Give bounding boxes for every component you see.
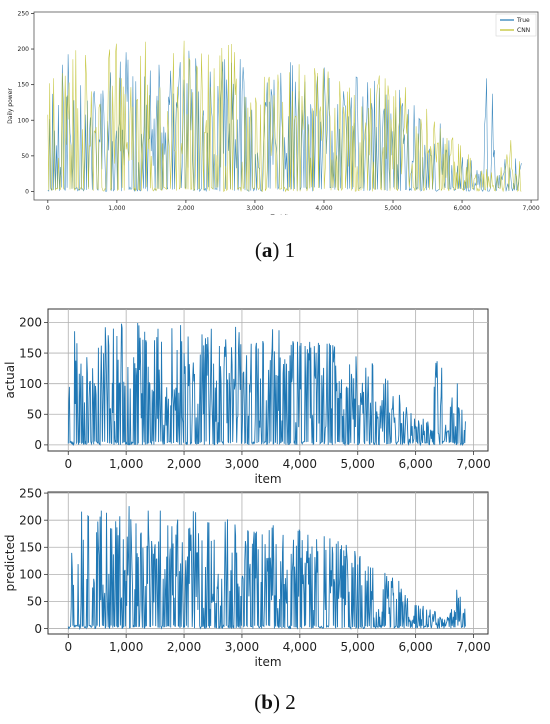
x-tick-label: 5,000	[384, 205, 401, 212]
y-tick-label: 100	[19, 568, 42, 582]
y-axis-label: predicted	[3, 535, 17, 592]
x-tick-label: 5,000	[341, 457, 375, 471]
x-tick-label: 6,000	[453, 205, 470, 212]
series-line-0	[67, 506, 466, 631]
chart-b-predicted: 0 1,000 2,000 3,000 4,000 5,000 6,000 7,000 0 50 1…	[3, 486, 491, 669]
x-tick-label: 0	[64, 457, 72, 471]
y-axis-label: Daily power	[7, 88, 14, 124]
x-axis-label: Test items	[270, 214, 301, 215]
x-tick-label: 6,000	[398, 640, 432, 654]
x-tick-label: 5,000	[341, 640, 375, 654]
x-tick-label: 7,000	[523, 205, 540, 212]
series-line-1	[47, 40, 522, 193]
legend: True CNN	[495, 13, 537, 37]
legend-label-cnn: CNN	[517, 27, 530, 34]
caption-b-open: (	[254, 690, 262, 714]
x-tick-label: 1,000	[108, 205, 125, 212]
y-tick-label: 0	[34, 438, 42, 452]
legend-label-true: True	[516, 17, 530, 24]
x-tick-label: 2,000	[167, 640, 201, 654]
caption-a-letter: a	[261, 238, 273, 262]
x-tick-label: 7,000	[456, 640, 490, 654]
x-tick-label: 3,000	[225, 457, 259, 471]
chart-a: 0 1,000 2,000 3,000 4,000 5,000 6,000 7,000 0 50 1…	[7, 11, 540, 215]
y-tick-label: 100	[19, 377, 42, 391]
y-tick-label: 250	[19, 486, 42, 500]
y-tick-label: 50	[27, 407, 42, 421]
x-tick-label: 1,000	[109, 640, 143, 654]
caption-a-close: )	[272, 238, 280, 262]
x-axis-label: item	[254, 655, 281, 669]
x-tick-label: 0	[46, 205, 50, 212]
series-line-0	[67, 322, 466, 447]
caption-b: (b) 2	[0, 690, 550, 715]
x-tick-label: 7,000	[456, 457, 490, 471]
x-tick-label: 4,000	[283, 640, 317, 654]
y-tick-label: 250	[18, 11, 30, 18]
y-tick-label: 200	[18, 46, 30, 53]
caption-a-open: (	[254, 238, 262, 262]
caption-a-text: 1	[284, 238, 296, 262]
x-tick-label: 0	[64, 640, 72, 654]
y-tick-label: 150	[19, 346, 42, 360]
y-tick-label: 100	[18, 117, 30, 124]
x-tick-label: 2,000	[167, 457, 201, 471]
y-tick-label: 200	[19, 316, 42, 330]
x-tick-label: 4,000	[283, 457, 317, 471]
y-tick-label: 150	[18, 82, 30, 89]
series-line-0	[47, 50, 522, 192]
x-tick-label: 3,000	[246, 205, 263, 212]
x-tick-label: 1,000	[109, 457, 143, 471]
y-axis-label: actual	[3, 362, 17, 399]
y-tick-label: 200	[19, 513, 42, 527]
caption-a: (a) 1	[0, 238, 550, 263]
chart-b-actual: 0 1,000 2,000 3,000 4,000 5,000 6,000 7,000 0 50 1…	[3, 308, 491, 485]
x-tick-label: 2,000	[177, 205, 194, 212]
caption-b-text: 2	[285, 690, 296, 714]
x-tick-label: 3,000	[225, 640, 259, 654]
y-tick-label: 50	[21, 153, 29, 160]
caption-b-letter: b	[261, 690, 273, 714]
y-tick-label: 0	[25, 189, 29, 196]
caption-b-close: )	[272, 690, 280, 714]
y-tick-label: 0	[34, 622, 42, 636]
y-tick-label: 150	[19, 540, 42, 554]
x-axis-label: item	[254, 472, 281, 485]
y-tick-label: 50	[27, 595, 42, 609]
x-tick-label: 4,000	[315, 205, 332, 212]
x-tick-label: 6,000	[398, 457, 432, 471]
